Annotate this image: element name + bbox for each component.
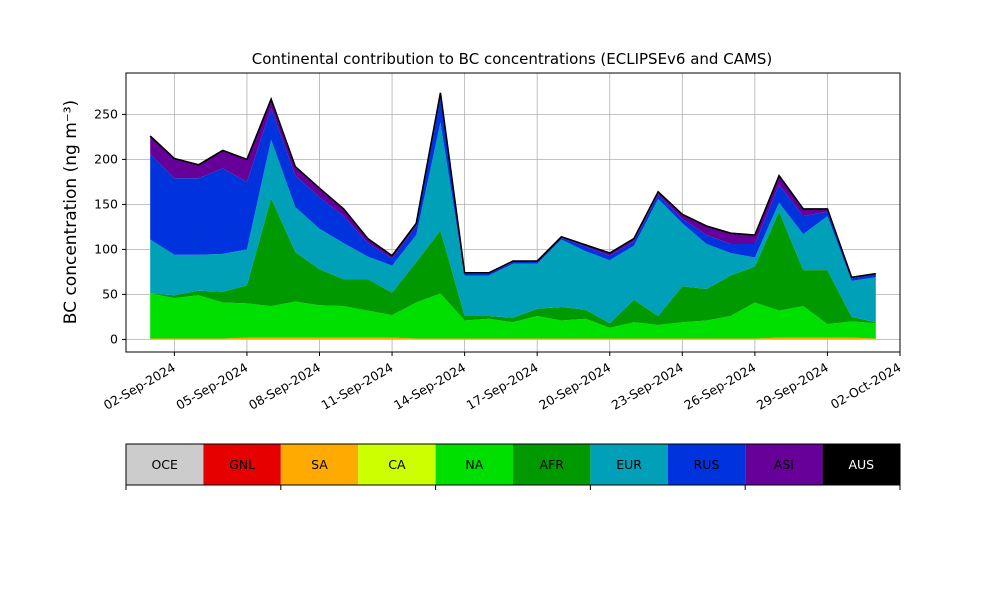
x-tick-label: 02-Sep-2024 <box>101 360 178 413</box>
x-tick-label: 20-Sep-2024 <box>536 360 613 413</box>
legend-swatch-oce <box>126 444 204 485</box>
legend-label: GNL <box>229 457 255 472</box>
legend-label: AUS <box>848 457 874 472</box>
legend-swatch-asi <box>745 444 823 485</box>
legend-label: OCE <box>151 457 178 472</box>
x-tick-label: 05-Sep-2024 <box>173 360 250 413</box>
y-tick-label: 0 <box>110 331 118 346</box>
chart-title: Continental contribution to BC concentra… <box>252 50 773 68</box>
x-tick-label: 17-Sep-2024 <box>464 360 541 413</box>
x-tick-label: 26-Sep-2024 <box>681 360 758 413</box>
y-tick-label: 250 <box>94 106 118 121</box>
legend-swatch-rus <box>667 444 746 485</box>
x-tick-label: 11-Sep-2024 <box>319 360 396 413</box>
legend-label: CA <box>388 457 406 472</box>
legend-swatch-eur <box>590 444 668 485</box>
legend-swatch-ca <box>358 444 436 485</box>
legend-swatch-gnl <box>203 444 281 485</box>
legend-swatch-afr <box>513 444 591 485</box>
legend-label: AFR <box>539 457 564 472</box>
area-rus <box>150 97 876 281</box>
x-tick-label: 29-Sep-2024 <box>754 360 831 413</box>
legend-label: ASI <box>774 457 794 472</box>
plot-frame <box>125 72 901 353</box>
stacked-areas <box>149 92 876 340</box>
area-na <box>150 293 876 339</box>
y-tick-label: 150 <box>94 196 118 211</box>
y-tick-label: 50 <box>102 286 118 301</box>
area-eur <box>150 122 876 324</box>
x-tick-label: 23-Sep-2024 <box>609 360 686 413</box>
legend-colorbar: OCE GNL SA CA NA AFR EUR RUS ASI AUS <box>125 443 901 490</box>
x-tick-label: 02-Oct-2024 <box>828 360 904 412</box>
area-afr <box>150 198 876 328</box>
y-tick-label: 100 <box>94 241 118 256</box>
legend-swatch-aus <box>822 444 900 485</box>
y-tick-label: 200 <box>94 151 118 166</box>
legend-label: SA <box>311 457 328 472</box>
legend-label: NA <box>465 457 483 472</box>
x-tick-label: 14-Sep-2024 <box>391 360 468 413</box>
x-tick-label: 08-Sep-2024 <box>246 360 323 413</box>
legend-swatch-sa <box>280 444 359 485</box>
y-axis-label: BC concentration (ng m⁻³) <box>61 100 81 324</box>
total-outline <box>149 92 876 279</box>
legend-frame <box>125 443 901 486</box>
legend-label: RUS <box>694 457 720 472</box>
legend-swatch-na <box>435 444 513 485</box>
legend-label: EUR <box>616 457 642 472</box>
